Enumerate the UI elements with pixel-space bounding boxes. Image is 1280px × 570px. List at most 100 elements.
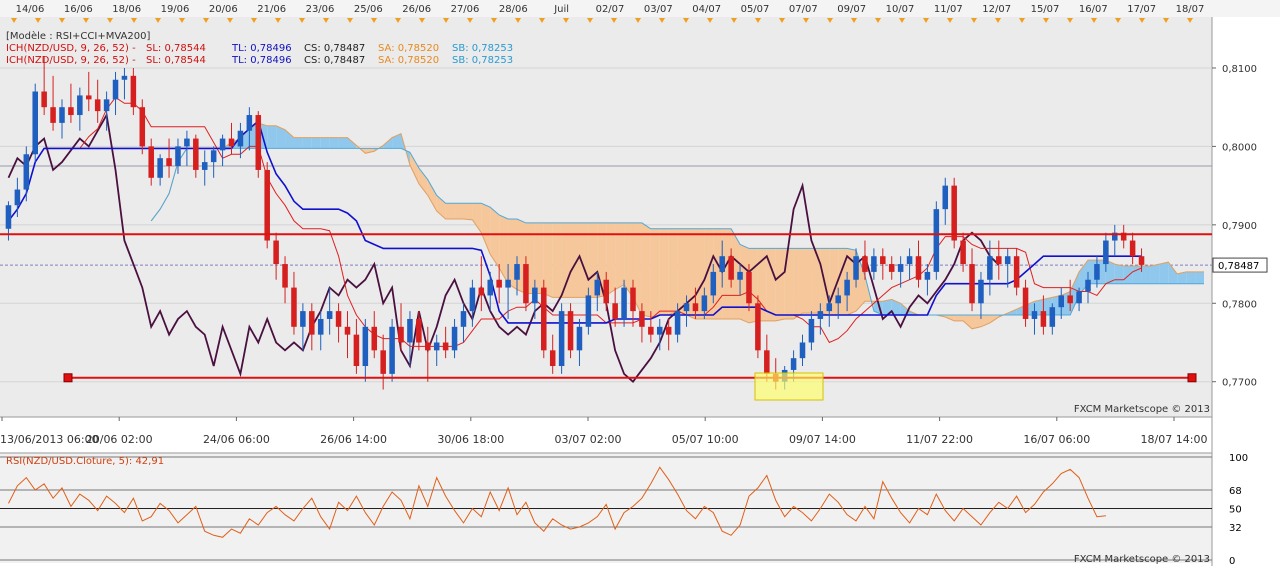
candle-bear[interactable] — [344, 326, 351, 335]
candle-bear[interactable] — [996, 256, 1002, 265]
candle-bear[interactable] — [416, 318, 422, 343]
candle-bear[interactable] — [612, 303, 618, 319]
support-handle-right[interactable] — [1187, 373, 1197, 383]
price-plot-area[interactable] — [0, 17, 1212, 417]
candle-bull[interactable] — [514, 264, 520, 280]
candle-bull[interactable] — [59, 107, 65, 123]
candle-bear[interactable] — [166, 158, 172, 167]
candle-bull[interactable] — [23, 154, 30, 190]
candle-bull[interactable] — [987, 256, 993, 280]
candle-bull[interactable] — [710, 271, 717, 296]
candle-bear[interactable] — [1040, 311, 1047, 327]
candle-bull[interactable] — [1112, 232, 1118, 241]
candle-bear[interactable] — [692, 303, 699, 312]
candle-bear[interactable] — [960, 240, 966, 265]
candle-bear[interactable] — [193, 138, 199, 170]
candle-bull[interactable] — [942, 185, 949, 210]
candle-bull[interactable] — [532, 287, 538, 304]
candle-bear[interactable] — [1022, 287, 1029, 319]
candle-bull[interactable] — [719, 256, 725, 272]
candle-bear[interactable] — [648, 326, 654, 335]
candle-bull[interactable] — [906, 256, 913, 265]
candle-bear[interactable] — [665, 326, 672, 335]
candle-bull[interactable] — [362, 326, 369, 367]
candle-bull[interactable] — [737, 271, 743, 280]
candle-bear[interactable] — [746, 271, 752, 304]
candle-bear[interactable] — [639, 311, 645, 327]
candle-bull[interactable] — [5, 205, 12, 229]
candle-bear[interactable] — [273, 240, 279, 265]
candle-bull[interactable] — [924, 271, 931, 280]
candle-bear[interactable] — [755, 303, 761, 351]
candle-bull[interactable] — [14, 189, 21, 206]
candle-bear[interactable] — [282, 264, 288, 288]
candle-bear[interactable] — [888, 264, 895, 272]
candle-bull[interactable] — [835, 295, 841, 304]
candle-bull[interactable] — [32, 91, 38, 155]
candle-bear[interactable] — [1013, 256, 1020, 288]
candle-bear[interactable] — [50, 107, 56, 123]
candle-bear[interactable] — [541, 287, 547, 351]
candle-bull[interactable] — [317, 318, 324, 335]
candle-bear[interactable] — [862, 256, 868, 272]
candle-bull[interactable] — [389, 326, 395, 374]
candle-bull[interactable] — [1076, 291, 1082, 304]
candle-bull[interactable] — [621, 287, 627, 319]
candle-bear[interactable] — [264, 169, 270, 241]
candle-bear[interactable] — [335, 311, 342, 327]
candle-bear[interactable] — [309, 311, 315, 335]
candle-bull[interactable] — [808, 318, 815, 343]
candle-bear[interactable] — [1129, 240, 1136, 257]
candle-bear[interactable] — [291, 287, 297, 327]
support-handle-left[interactable] — [63, 373, 73, 383]
candle-bear[interactable] — [442, 342, 449, 351]
candle-bull[interactable] — [326, 311, 333, 319]
candle-bear[interactable] — [478, 287, 485, 296]
candle-bear[interactable] — [139, 107, 146, 147]
candle-bull[interactable] — [237, 130, 244, 147]
candle-bull[interactable] — [826, 303, 833, 312]
candle-bull[interactable] — [103, 99, 110, 112]
candle-bull[interactable] — [656, 326, 663, 335]
candle-bear[interactable] — [630, 287, 636, 312]
candle-bear[interactable] — [68, 107, 74, 116]
candle-bear[interactable] — [1067, 295, 1073, 304]
candle-bear[interactable] — [951, 185, 957, 241]
candle-bear[interactable] — [380, 350, 386, 374]
candle-bull[interactable] — [817, 311, 824, 319]
candle-bear[interactable] — [764, 350, 770, 374]
candle-bull[interactable] — [300, 311, 306, 327]
candle-bull[interactable] — [246, 115, 253, 131]
candle-bull[interactable] — [505, 279, 511, 288]
candle-bear[interactable] — [41, 91, 47, 108]
candle-bear[interactable] — [1138, 256, 1145, 265]
candle-bull[interactable] — [407, 318, 413, 343]
candlesticks[interactable] — [5, 56, 1145, 390]
candle-bull[interactable] — [871, 256, 877, 272]
candle-bull[interactable] — [683, 303, 690, 312]
candle-bull[interactable] — [978, 279, 984, 304]
candle-bear[interactable] — [549, 350, 556, 367]
candle-bear[interactable] — [1120, 232, 1127, 241]
candle-bear[interactable] — [915, 256, 922, 280]
candle-bull[interactable] — [594, 279, 601, 296]
candle-bull[interactable] — [1058, 295, 1065, 308]
candle-bull[interactable] — [799, 342, 806, 359]
candle-bull[interactable] — [451, 326, 458, 351]
candle-bull[interactable] — [1004, 256, 1011, 265]
candle-bear[interactable] — [255, 115, 262, 170]
candle-bull[interactable] — [853, 256, 859, 280]
candle-bull[interactable] — [157, 158, 163, 178]
candle-bull[interactable] — [175, 146, 181, 167]
candle-bear[interactable] — [567, 311, 574, 351]
candle-bear[interactable] — [228, 138, 235, 147]
candle-bull[interactable] — [558, 311, 565, 367]
support-resistance-lines[interactable] — [0, 233, 1212, 383]
candle-bull[interactable] — [1049, 307, 1056, 327]
candle-bull[interactable] — [701, 295, 708, 312]
candle-bear[interactable] — [728, 256, 734, 280]
candle-bull[interactable] — [585, 295, 592, 327]
candle-bull[interactable] — [674, 311, 681, 335]
candle-bear[interactable] — [496, 279, 502, 288]
